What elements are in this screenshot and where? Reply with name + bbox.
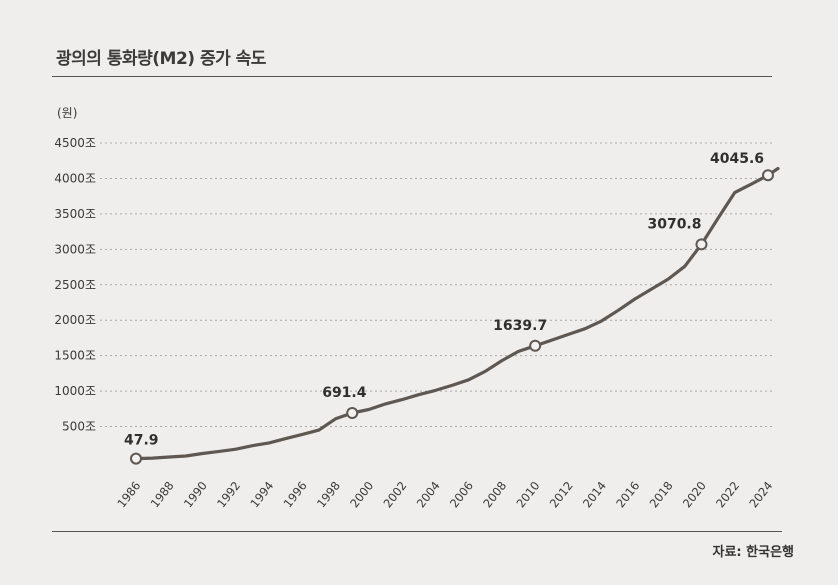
y-tick-label: 3500조 [54, 207, 96, 221]
x-tick-label: 2002 [380, 479, 409, 511]
bottom-divider [52, 531, 782, 532]
x-tick-label: 2010 [513, 479, 542, 511]
x-tick-label: 2004 [414, 479, 443, 511]
y-tick-label: 2000조 [54, 313, 96, 327]
x-tick-label: 2014 [580, 479, 609, 511]
x-tick-label: 2016 [613, 479, 642, 511]
x-tick-label: 2020 [680, 479, 709, 511]
data-label-2024: 4045.6 [710, 151, 764, 167]
y-tick-label: 1500조 [54, 349, 96, 363]
x-tick-label: 2022 [713, 479, 742, 511]
data-labels: 47.9 691.4 1639.7 3070.8 4045.6 [124, 151, 764, 448]
y-tick-label: 4000조 [54, 171, 96, 185]
data-marker-2024 [762, 169, 774, 182]
y-axis-ticks: 500조 1000조 1500조 2000조 2500조 3000조 3500조 4000조 4… [54, 136, 96, 434]
y-tick-label: 2500조 [54, 278, 96, 292]
x-tick-label: 2000 [347, 479, 376, 511]
data-marker-1999 [346, 406, 359, 419]
data-label-2010: 1639.7 [493, 318, 547, 334]
x-tick-label: 2012 [547, 479, 576, 511]
x-tick-label: 2008 [480, 479, 509, 511]
x-tick-label: 1994 [247, 479, 276, 511]
x-axis-ticks: 1986 1988 1990 1992 1994 1996 1998 2000 2002 2004… [114, 479, 775, 511]
y-tick-label: 4500조 [54, 136, 96, 150]
data-label-1999: 691.4 [322, 385, 367, 401]
x-tick-label: 2024 [746, 479, 775, 511]
y-tick-label: 500조 [62, 420, 96, 434]
y-tick-label: 3000조 [54, 242, 96, 256]
x-tick-label: 2006 [447, 479, 476, 511]
data-label-2020: 3070.8 [647, 216, 701, 232]
y-tick-label: 1000조 [54, 384, 96, 398]
x-tick-label: 1986 [114, 479, 143, 511]
x-tick-label: 2018 [647, 479, 676, 511]
x-tick-label: 1992 [214, 479, 243, 511]
source-note: 자료: 한국은행 [712, 545, 795, 560]
gridlines [100, 142, 772, 428]
x-tick-label: 1998 [314, 479, 343, 511]
y-axis-label: (원) [57, 106, 77, 120]
data-marker-2020 [695, 238, 708, 251]
x-tick-label: 1988 [148, 479, 177, 511]
title-divider [52, 76, 772, 77]
chart-title: 광의의 통화량(M2) 증가 속도 [56, 49, 266, 69]
x-tick-label: 1996 [281, 479, 310, 511]
data-label-1986: 47.9 [124, 433, 159, 449]
x-tick-label: 1990 [181, 479, 210, 511]
series-line [134, 166, 780, 461]
data-marker-2010 [529, 339, 542, 352]
data-markers [130, 169, 774, 465]
data-marker-1986 [130, 452, 142, 465]
